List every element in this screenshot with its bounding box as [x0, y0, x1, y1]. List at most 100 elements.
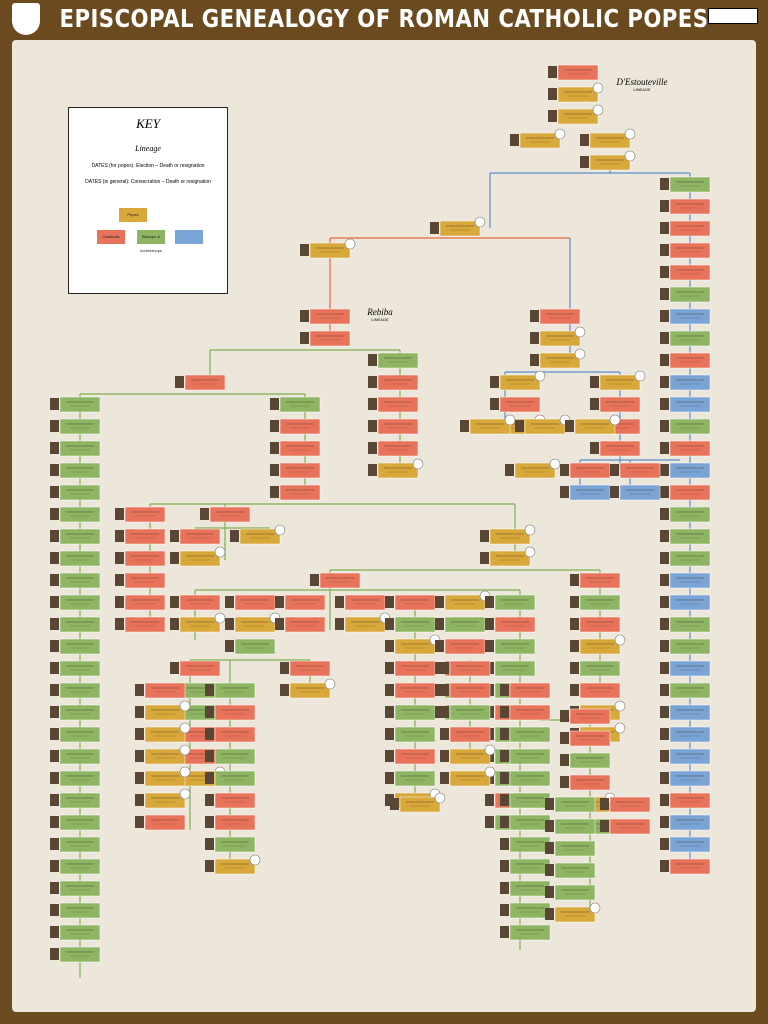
portrait — [300, 244, 309, 256]
lineage-label: Rebiba LINEAGE — [350, 308, 410, 324]
portrait — [545, 820, 554, 832]
pope-node — [514, 462, 556, 479]
node — [569, 462, 611, 479]
node — [59, 484, 101, 501]
portrait — [435, 662, 444, 674]
portrait — [270, 420, 279, 432]
node — [59, 858, 101, 875]
node — [59, 594, 101, 611]
portrait — [50, 882, 59, 894]
node — [509, 704, 551, 721]
portrait — [510, 134, 519, 146]
portrait — [565, 420, 574, 432]
tiara — [474, 216, 486, 228]
node — [179, 594, 221, 611]
node — [59, 770, 101, 787]
portrait — [660, 288, 669, 300]
node — [279, 396, 321, 413]
tiara — [624, 150, 636, 162]
node — [669, 638, 711, 655]
portrait — [590, 398, 599, 410]
portrait — [50, 530, 59, 542]
portrait — [560, 486, 569, 498]
pope-node — [239, 528, 281, 545]
portrait — [660, 838, 669, 850]
portrait — [570, 618, 579, 630]
portrait — [170, 596, 179, 608]
portrait — [660, 486, 669, 498]
portrait — [440, 750, 449, 762]
tiara — [249, 854, 261, 866]
node — [557, 64, 599, 81]
portrait — [385, 596, 394, 608]
portrait — [368, 376, 377, 388]
portrait — [660, 464, 669, 476]
pope-node — [144, 726, 186, 743]
portrait — [50, 772, 59, 784]
portrait — [135, 772, 144, 784]
node — [509, 792, 551, 809]
node — [499, 396, 541, 413]
pope-node — [469, 418, 511, 435]
node — [124, 572, 166, 589]
portrait — [548, 110, 557, 122]
portrait — [368, 398, 377, 410]
portrait — [300, 332, 309, 344]
pope-node — [449, 770, 491, 787]
portrait — [500, 838, 509, 850]
portrait — [500, 706, 509, 718]
tiara — [524, 546, 536, 558]
node — [124, 506, 166, 523]
tiara — [574, 326, 586, 338]
tiara — [434, 792, 446, 804]
portrait — [310, 574, 319, 586]
node — [599, 440, 641, 457]
node — [509, 880, 551, 897]
node — [319, 572, 361, 589]
key-bishop-alt — [175, 230, 203, 244]
portrait — [205, 816, 214, 828]
key-dates: DATES (for popes): Election – Death or r… — [91, 163, 205, 169]
portrait — [50, 640, 59, 652]
portrait — [270, 442, 279, 454]
node — [669, 528, 711, 545]
node — [59, 682, 101, 699]
pope-node — [144, 792, 186, 809]
portrait — [545, 842, 554, 854]
node — [579, 594, 621, 611]
portrait — [135, 816, 144, 828]
tiara — [549, 458, 561, 470]
node — [669, 198, 711, 215]
node — [669, 704, 711, 721]
tiara — [344, 238, 356, 250]
portrait — [485, 816, 494, 828]
pope-node — [579, 638, 621, 655]
node — [179, 528, 221, 545]
portrait — [500, 882, 509, 894]
node — [59, 572, 101, 589]
node — [554, 818, 596, 835]
portrait — [500, 816, 509, 828]
node — [59, 924, 101, 941]
pope-node — [449, 748, 491, 765]
portrait — [225, 618, 234, 630]
portrait — [515, 420, 524, 432]
portrait — [50, 838, 59, 850]
node — [394, 726, 436, 743]
tiara — [179, 700, 191, 712]
portrait — [50, 552, 59, 564]
node — [509, 924, 551, 941]
portrait — [485, 640, 494, 652]
node — [124, 528, 166, 545]
pope-node — [539, 330, 581, 347]
node — [59, 814, 101, 831]
tiara — [324, 678, 336, 690]
node — [669, 748, 711, 765]
portrait — [570, 574, 579, 586]
node — [59, 418, 101, 435]
portrait — [500, 794, 509, 806]
node — [59, 462, 101, 479]
pope-node — [144, 704, 186, 721]
portrait — [230, 530, 239, 542]
portrait — [50, 574, 59, 586]
